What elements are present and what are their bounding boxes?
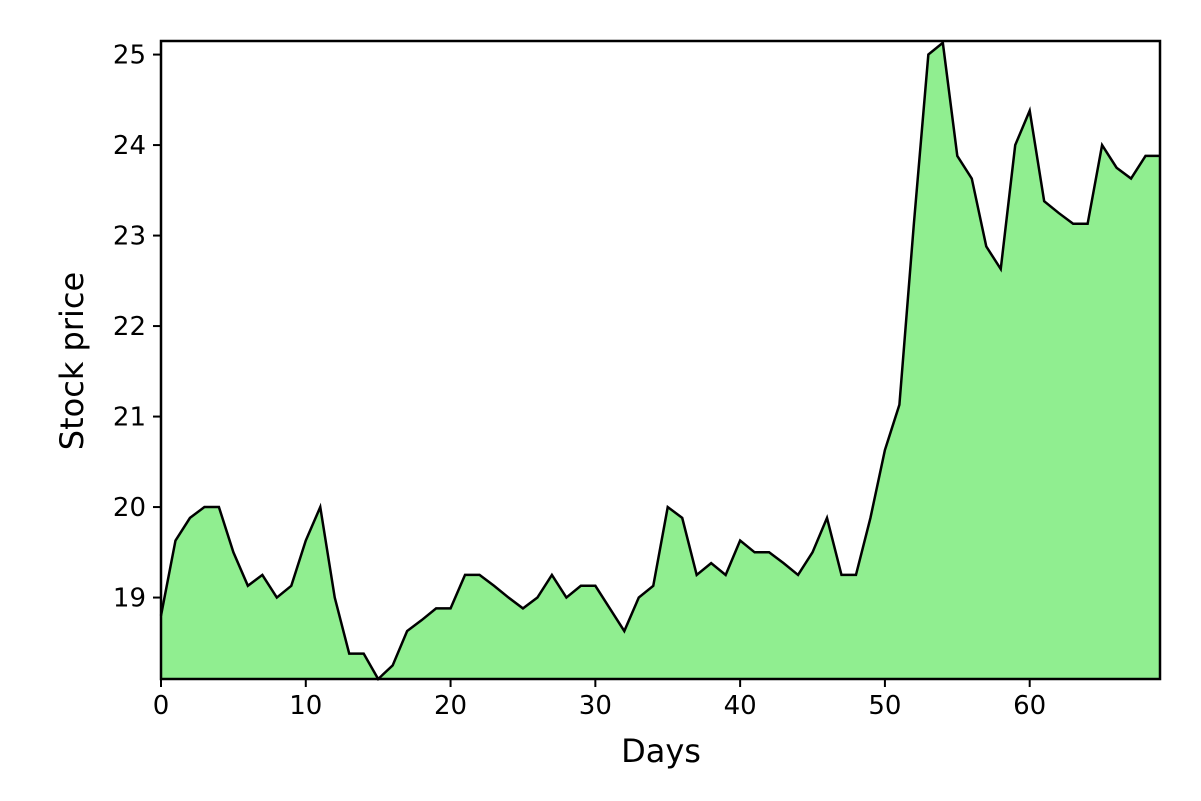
y-tick-label: 21 [113,403,146,433]
y-axis-title: Stock price [53,272,91,450]
plot-frame [159,39,1162,681]
y-tick-label: 25 [113,41,146,71]
x-tick-label: 30 [579,691,612,721]
x-axis-title: Days [621,732,701,770]
series-area-fill [161,42,1160,680]
y-tick-label: 23 [113,222,146,252]
x-tick-label: 20 [434,691,467,721]
series-line [159,40,1160,681]
axes-layer [159,39,1162,681]
x-tick-label: 0 [153,691,170,721]
ticks-layer: 0 10 20 30 40 50 60 19 20 21 22 23 24 25 [113,41,1046,721]
y-tick-label: 24 [113,131,146,161]
area-layer [159,40,1160,681]
y-tick-label: 19 [113,584,146,614]
x-tick-label: 40 [724,691,757,721]
y-tick-label: 22 [113,312,146,342]
x-tick-label: 60 [1013,691,1046,721]
x-tick-label: 10 [289,691,322,721]
y-tick-label: 20 [113,493,146,523]
x-tick-label: 50 [868,691,901,721]
